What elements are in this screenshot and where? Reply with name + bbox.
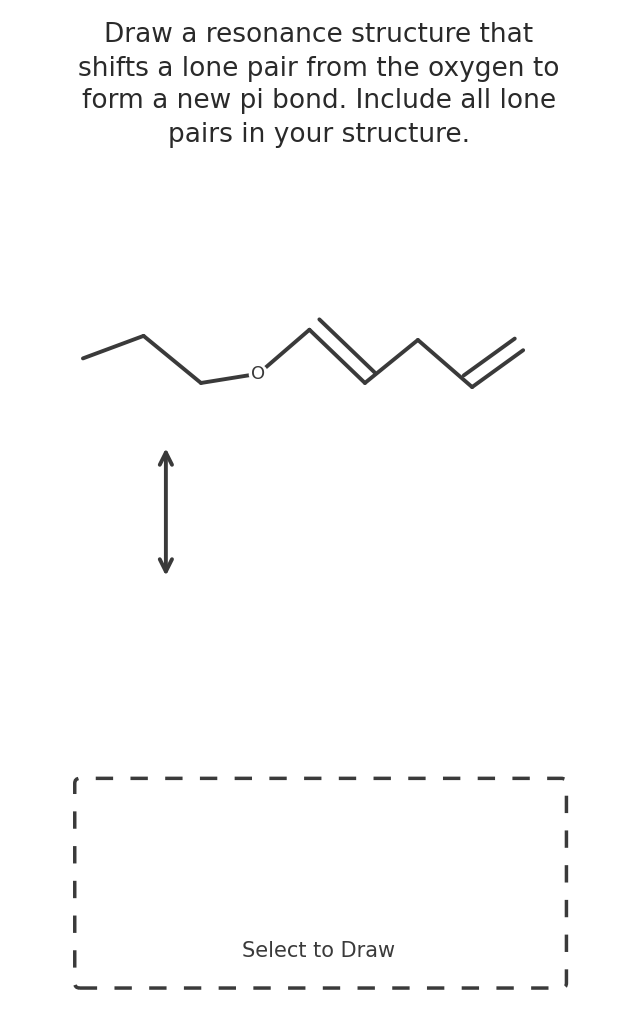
Text: Select to Draw: Select to Draw [242, 941, 396, 962]
Text: Draw a resonance structure that
shifts a lone pair from the oxygen to
form a new: Draw a resonance structure that shifts a… [78, 23, 560, 147]
Text: O: O [251, 365, 265, 383]
Circle shape [249, 365, 267, 383]
